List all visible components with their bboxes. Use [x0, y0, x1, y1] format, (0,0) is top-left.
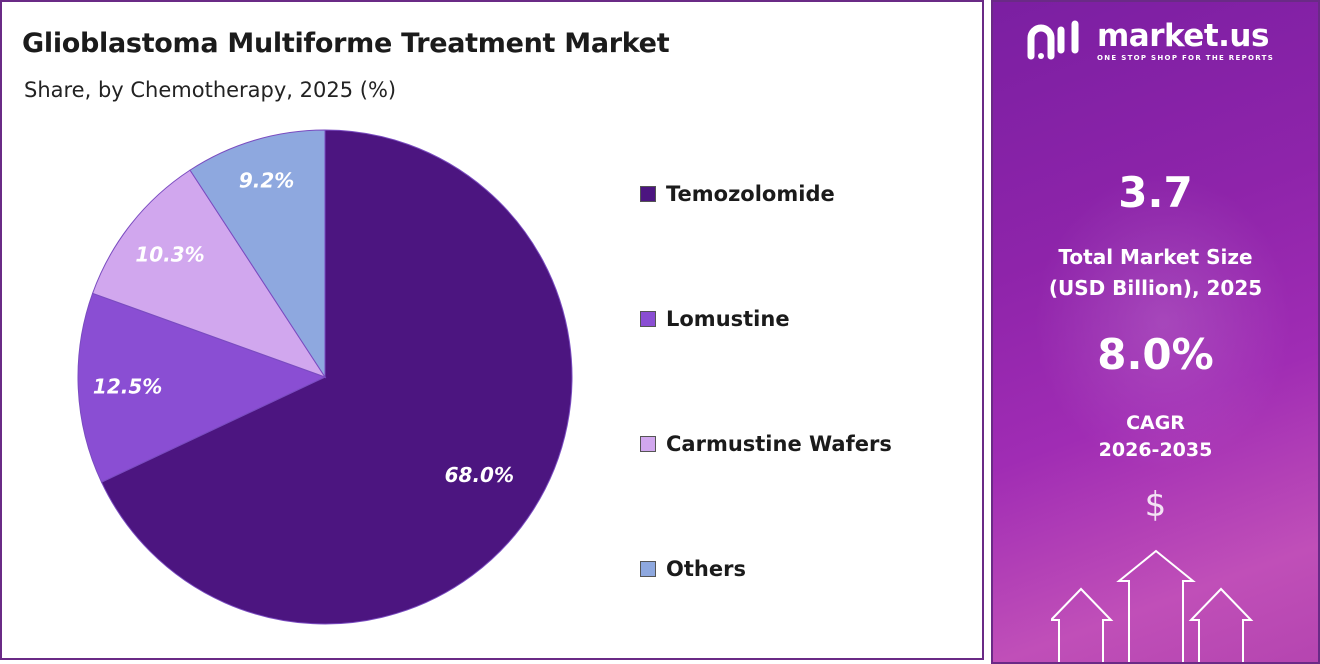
market-size-caption-line1: Total Market Size: [1058, 245, 1253, 269]
market-size-value: 3.7: [1118, 168, 1193, 217]
slice-others: [189, 129, 326, 379]
cagr-value: 8.0%: [1097, 330, 1214, 379]
legend-label: Carmustine Wafers: [666, 432, 892, 456]
legend-item-temozolomide: Temozolomide: [640, 182, 835, 206]
cagr-caption-line2: 2026-2035: [1098, 439, 1213, 461]
brand-text: market.us ONE STOP SHOP FOR THE REPORTS: [1097, 19, 1274, 62]
legend-item-carmustine-wafers: Carmustine Wafers: [640, 432, 892, 456]
brand-tagline: ONE STOP SHOP FOR THE REPORTS: [1097, 53, 1275, 62]
slice-lomustine-label: 12.5%: [93, 374, 162, 398]
legend-swatch: [640, 436, 656, 452]
legend-item-lomustine: Lomustine: [640, 307, 790, 331]
slice-carmustine-wafers: [91, 169, 327, 378]
chart-title: Glioblastoma Multiforme Treatment Market: [22, 28, 670, 59]
market-size-caption: Total Market Size (USD Billion), 2025: [993, 242, 1318, 304]
legend-swatch: [640, 311, 656, 327]
growth-arrows: [1051, 549, 1254, 662]
pie-chart: 68.0% 12.5% 10.3% 9.2%: [77, 129, 573, 625]
background-glow: [1033, 172, 1293, 472]
chart-subtitle: Share, by Chemotherapy, 2025 (%): [24, 78, 397, 102]
market-us-logo-icon: [1027, 20, 1079, 60]
slice-others-label: 9.2%: [239, 168, 294, 192]
legend-swatch: [640, 186, 656, 202]
summary-panel: market.us ONE STOP SHOP FOR THE REPORTS …: [991, 0, 1320, 664]
legend-label: Temozolomide: [666, 182, 835, 206]
up-arrow-icon: [1051, 587, 1114, 662]
brand-name: market.us: [1097, 17, 1269, 54]
cagr-caption: CAGR 2026-2035: [993, 410, 1318, 464]
slice-temozolomide-label: 68.0%: [445, 463, 514, 487]
brand[interactable]: market.us ONE STOP SHOP FOR THE REPORTS: [1025, 16, 1274, 64]
legend-swatch: [640, 561, 656, 577]
slice-lomustine: [77, 292, 327, 483]
cagr-caption-line1: CAGR: [1126, 412, 1185, 434]
legend-label: Others: [666, 557, 746, 581]
market-size-caption-line2: (USD Billion), 2025: [1048, 276, 1263, 300]
up-arrow-icon: [1116, 549, 1196, 662]
chart-panel: Glioblastoma Multiforme Treatment Market…: [0, 0, 984, 660]
dollar-icon: $: [1144, 485, 1167, 525]
legend-label: Lomustine: [666, 307, 790, 331]
legend-item-others: Others: [640, 557, 746, 581]
slice-carmustine-wafers-label: 10.3%: [135, 242, 204, 266]
slice-temozolomide: [100, 129, 573, 625]
up-arrow-icon: [1188, 587, 1254, 662]
